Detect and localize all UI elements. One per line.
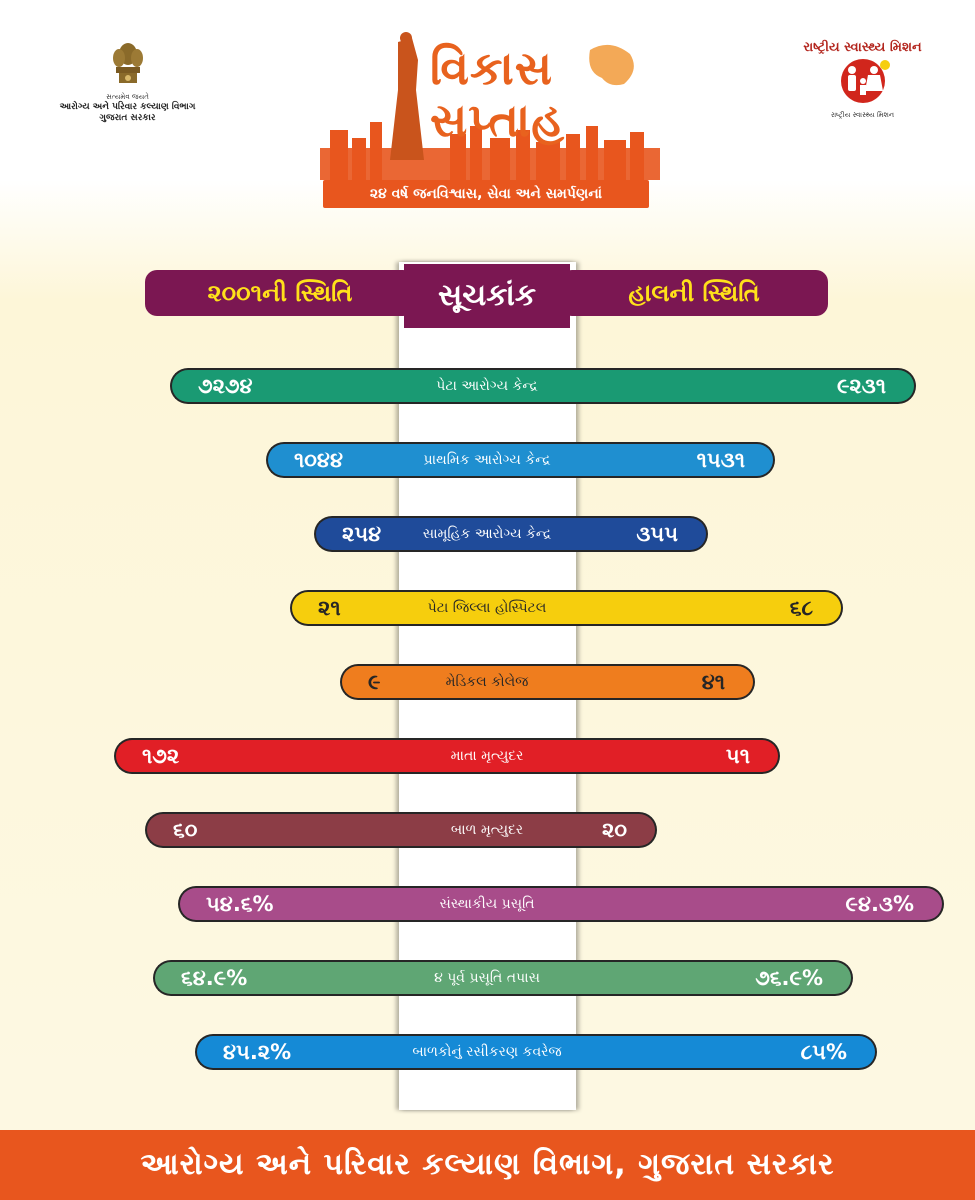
bar-2001: ૫૪.૬% xyxy=(178,886,404,922)
bar-2001: ૧૦૪૪ xyxy=(266,442,404,478)
emblem-motto: સત્યમેવ જયતે xyxy=(106,93,149,101)
state-emblem-block: સત્યમેવ જયતે આરોગ્ય અને પરિવાર કલ્યાણ વિ… xyxy=(40,40,215,124)
header-current-status: હાલની સ્થિતિ xyxy=(560,270,828,316)
bar-current: ૬૮ xyxy=(570,590,843,626)
bar-2001: ૪૫.૨% xyxy=(195,1034,404,1070)
bar-current: ૮૫% xyxy=(570,1034,877,1070)
indicator-label: મેડિકલ કોલેજ xyxy=(404,664,570,700)
bar-2001: ૬૪.૯% xyxy=(153,960,404,996)
bar-2001: ૧૭૨ xyxy=(114,738,404,774)
indicator-label: પેટા આરોગ્ય કેન્દ્ર xyxy=(404,368,570,404)
indicator-label: ૪ પૂર્વ પ્રસૂતિ તપાસ xyxy=(404,960,570,996)
indicator-label: સંસ્થાકીય પ્રસૂતિ xyxy=(404,886,570,922)
bar-2001: ૨૧ xyxy=(290,590,404,626)
indicator-label: સામૂહિક આરોગ્ય કેન્દ્ર xyxy=(404,516,570,552)
header-year-2001: ૨૦૦૧ની સ્થિતિ xyxy=(145,270,415,316)
bar-current: ૭૬.૯% xyxy=(570,960,853,996)
bar-2001: ૨૫૪ xyxy=(314,516,404,552)
footer-department: આરોગ્ય અને પરિવાર કલ્યાણ વિભાગ, ગુજરાત સ… xyxy=(0,1130,975,1200)
bar-current: ૩૫૫ xyxy=(570,516,708,552)
family-icon xyxy=(840,59,890,103)
nhm-subtitle: રાષ્ટ્રીય સ્વાસ્થ્ય મિશન xyxy=(830,111,895,119)
campaign-logo: વિકાસ સપ્તાહ ૨૪ વર્ષ જનવિશ્વાસ, સેવા અને… xyxy=(320,30,660,210)
nhm-arc-text: રાષ્ટ્રીય સ્વાસ્થ્ય મિશન xyxy=(803,40,922,55)
bar-current: ૯૪.૩% xyxy=(570,886,944,922)
indicator-label: પ્રાથમિક આરોગ્ય કેન્દ્ર xyxy=(404,442,570,478)
bar-2001: ૬૦ xyxy=(145,812,404,848)
indicator-label: બાળકોનું રસીકરણ કવરેજ xyxy=(404,1034,570,1070)
government-name: ગુજરાત સરકાર xyxy=(99,113,156,123)
bar-current: ૧૫૩૧ xyxy=(570,442,775,478)
statue-skyline-icon xyxy=(320,32,660,180)
indicator-label: માતા મૃત્યુદર xyxy=(404,738,570,774)
campaign-tagline: ૨૪ વર્ષ જનવિશ્વાસ, સેવા અને સમર્પણનાં xyxy=(323,180,649,208)
campaign-title-line2: સપ્તાહ xyxy=(430,93,565,147)
bar-2001: ૭૨૭૪ xyxy=(170,368,404,404)
indicator-label: પેટા જિલ્લા હોસ્પિટલ xyxy=(404,590,570,626)
nhm-logo: રાષ્ટ્રીય સ્વાસ્થ્ય મિશન રાષ્ટ્રીય સ્વાસ… xyxy=(800,40,925,120)
bar-current: ૯૨૩૧ xyxy=(570,368,916,404)
campaign-title-line1: વિકાસ xyxy=(430,41,554,95)
ashoka-emblem-icon xyxy=(112,43,143,83)
bar-current: ૫૧ xyxy=(570,738,780,774)
bar-current: ૨૦ xyxy=(570,812,657,848)
indicator-label: બાળ મૃત્યુદર xyxy=(404,812,570,848)
department-name: આરોગ્ય અને પરિવાર કલ્યાણ વિભાગ xyxy=(59,102,196,112)
bar-current: ૪૧ xyxy=(570,664,755,700)
header-indicator: સૂચકાંક xyxy=(404,264,570,328)
bar-2001: ૯ xyxy=(340,664,404,700)
